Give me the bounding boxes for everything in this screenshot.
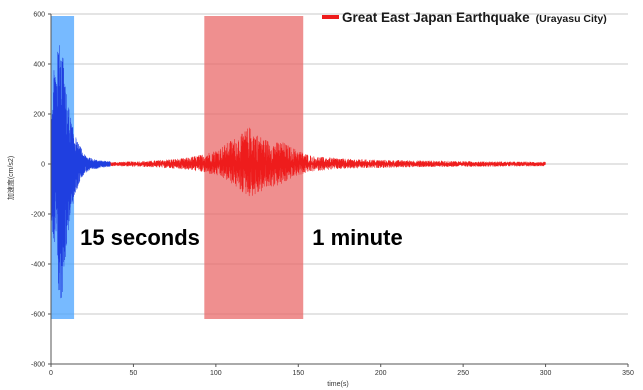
y-tick-label: -600	[31, 312, 45, 319]
legend: Great East Japan Earthquake (Urayasu Cit…	[322, 9, 607, 26]
x-tick-label: 200	[375, 370, 387, 377]
highlight-annotations: 15 seconds 1 minute	[80, 225, 403, 250]
x-tick-label: 150	[292, 370, 304, 377]
y-axis-title: 加速度(cm/s2)	[6, 156, 15, 200]
series-traces	[50, 45, 546, 299]
legend-text: Great East Japan Earthquake (Urayasu Cit…	[342, 9, 607, 26]
y-tick-label: -200	[31, 212, 45, 219]
waveform-series	[63, 127, 546, 197]
x-axis-title: time(s)	[327, 381, 348, 388]
axes	[50, 14, 628, 365]
x-tick-label: 50	[130, 370, 138, 377]
y-tick-label: -800	[31, 362, 45, 369]
legend-label: Great East Japan Earthquake	[342, 10, 530, 25]
x-tick-label: 250	[457, 370, 469, 377]
highlight-label: 1 minute	[312, 225, 402, 250]
y-tick-label: 600	[33, 12, 45, 19]
y-tick-label: 0	[41, 162, 45, 169]
x-tick-label: 0	[49, 370, 53, 377]
y-tick-label: 200	[33, 112, 45, 119]
waveform-series	[50, 45, 111, 299]
legend-swatch	[322, 15, 339, 19]
x-tick-label: 350	[622, 370, 634, 377]
x-tick-label: 300	[540, 370, 552, 377]
y-tick-label: 400	[33, 62, 45, 69]
y-tick-label: -400	[31, 262, 45, 269]
legend-sublabel: (Urayasu City)	[536, 13, 607, 25]
highlight-label: 15 seconds	[80, 225, 200, 250]
tick-labels: 600 400 200 0 -200 -400 -600 -800 0 50 100 150 200 25…	[31, 12, 634, 378]
x-tick-label: 100	[210, 370, 222, 377]
